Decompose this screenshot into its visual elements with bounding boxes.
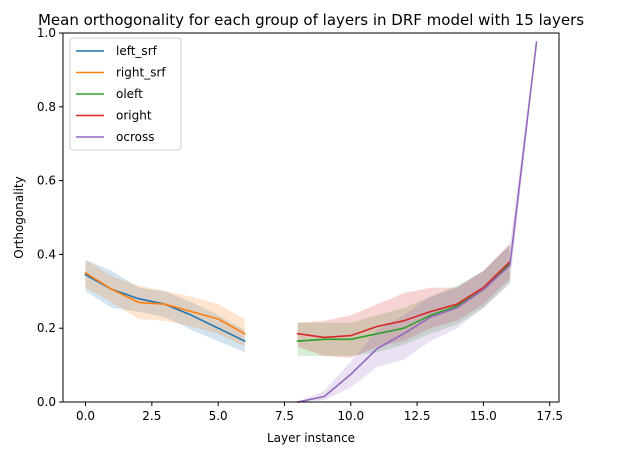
x-axis-label: Layer instance xyxy=(267,431,355,445)
y-tick-label: 0.2 xyxy=(37,321,56,335)
legend-label-left-srf: left_srf xyxy=(116,44,158,58)
series-line-oright xyxy=(296,260,512,339)
legend-box xyxy=(69,37,182,151)
y-tick-label: 0.6 xyxy=(37,174,56,188)
band-oleft xyxy=(297,245,510,356)
x-tick-label: 10.0 xyxy=(337,409,364,423)
confidence-bands xyxy=(85,40,537,403)
y-axis-ticks: 0.0 0.2 0.4 0.6 0.8 1.0 xyxy=(37,26,63,409)
y-tick-label: 0.0 xyxy=(37,395,56,409)
band-ocross xyxy=(297,40,537,403)
x-tick-label: 5.0 xyxy=(209,409,228,423)
band-right-srf xyxy=(85,259,245,347)
y-tick-label: 0.4 xyxy=(37,247,56,261)
x-tick-label: 17.5 xyxy=(536,409,563,423)
series-lines xyxy=(84,41,538,403)
band-left-srf xyxy=(85,259,245,353)
legend-label-oright: oright xyxy=(116,109,152,123)
band-oright xyxy=(297,243,510,358)
legend-label-right-srf: right_srf xyxy=(116,66,166,80)
y-axis-label: Orthogonality xyxy=(12,176,26,258)
y-tick-label: 1.0 xyxy=(37,26,56,40)
x-tick-label: 12.5 xyxy=(404,409,431,423)
chart-title: Mean orthogonality for each group of lay… xyxy=(38,11,584,29)
x-tick-label: 15.0 xyxy=(470,409,497,423)
x-tick-label: 7.5 xyxy=(275,409,294,423)
y-tick-label: 0.8 xyxy=(37,100,56,114)
series-line-ocross xyxy=(296,41,538,403)
series-line-right-srf xyxy=(84,271,246,335)
legend-label-oleft: oleft xyxy=(116,87,143,101)
x-tick-label: 0.0 xyxy=(76,409,95,423)
legend-label-ocross: ocross xyxy=(116,130,154,144)
x-axis-ticks: 0.0 2.5 5.0 7.5 10.0 12.5 15.0 17.5 xyxy=(76,402,563,423)
plot-frame xyxy=(62,32,560,403)
x-tick-label: 2.5 xyxy=(142,409,161,423)
